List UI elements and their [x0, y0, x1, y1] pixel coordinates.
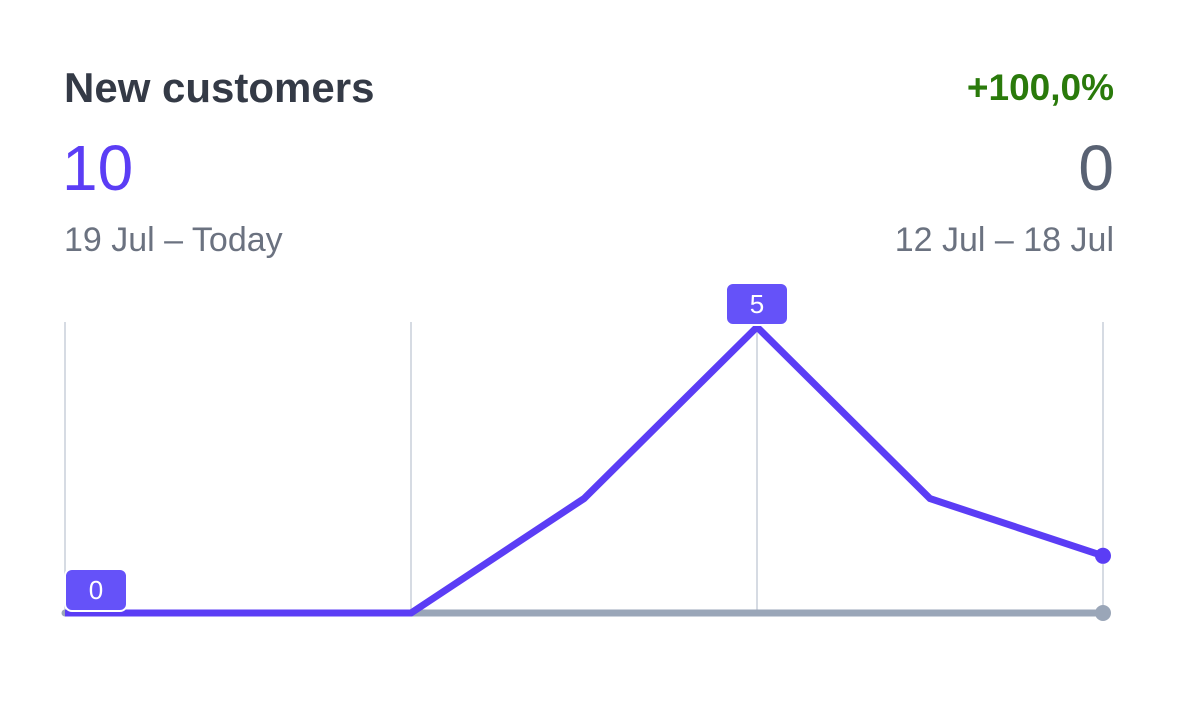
previous-period-range: 12 Jul – 18 Jul	[894, 221, 1114, 259]
current-period-value: 10	[62, 132, 134, 204]
current-series-line	[65, 322, 1105, 617]
data-label-1: 5	[725, 282, 789, 326]
data-label-box	[64, 568, 128, 612]
card-title: New customers	[64, 64, 375, 111]
change-percentage: +100,0%	[966, 67, 1114, 108]
previous-period-value: 0	[1078, 132, 1114, 204]
data-label-text: 0	[89, 575, 103, 605]
data-label-layer: 05	[64, 282, 789, 612]
current-series-layer	[65, 322, 1111, 617]
data-label-text: 5	[750, 289, 764, 319]
data-label-0: 0	[64, 568, 128, 612]
current-period-range: 19 Jul – Today	[64, 221, 283, 259]
previous-series-end-point	[1095, 605, 1111, 621]
data-label-box	[725, 282, 789, 326]
chart-gridlines	[64, 322, 1104, 613]
current-series-end-point	[1095, 547, 1111, 564]
